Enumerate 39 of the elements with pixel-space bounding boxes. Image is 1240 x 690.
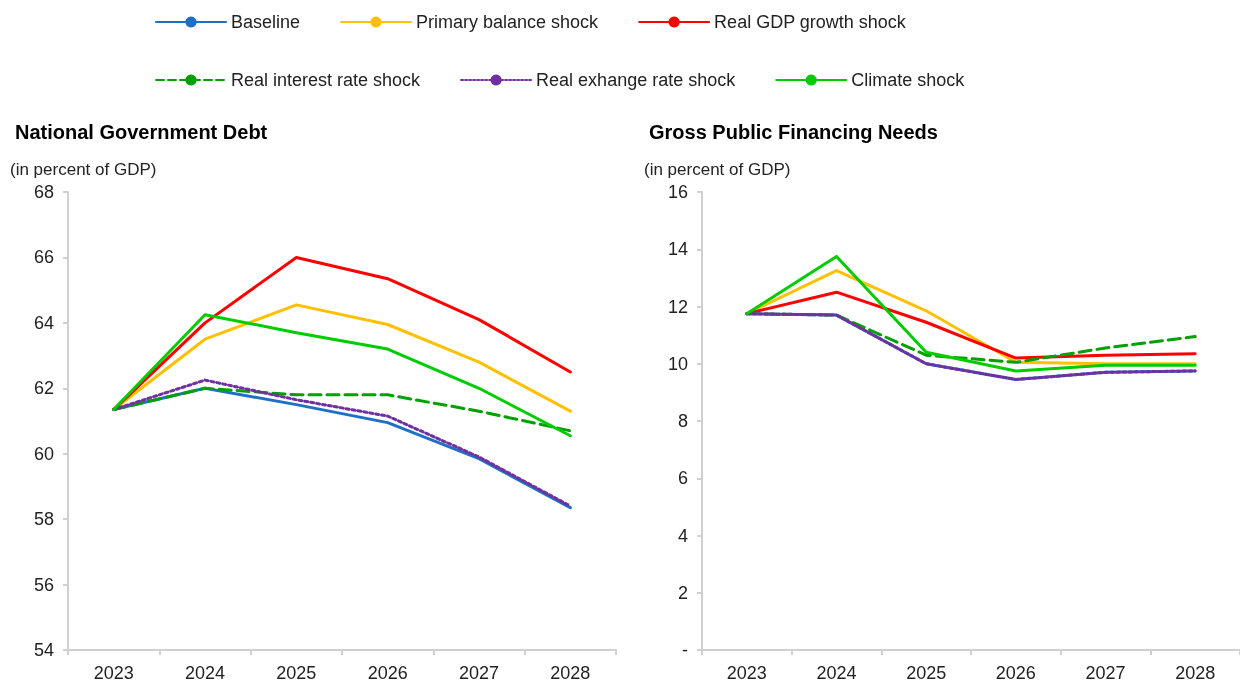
y-tick-label: 10 — [667, 353, 688, 374]
legend-label: Real GDP growth shock — [714, 12, 907, 32]
y-tick-label: 4 — [677, 525, 688, 546]
y-tick-label: - — [682, 640, 688, 660]
y-tick-label: 6 — [677, 468, 688, 489]
x-tick-label: 2026 — [995, 663, 1036, 683]
y-tick-label: 2 — [677, 582, 688, 603]
y-tick-label: 14 — [667, 239, 688, 260]
legend-label: Climate shock — [851, 70, 966, 90]
y-tick-label: 66 — [33, 247, 54, 268]
x-tick-label: 2024 — [184, 663, 226, 683]
x-tick-label: 2023 — [726, 663, 767, 683]
y-axis-title: (in percent of GDP) — [644, 160, 791, 179]
x-tick-label: 2027 — [1085, 663, 1126, 683]
x-tick-label: 2028 — [1175, 663, 1216, 683]
x-tick-label: 2027 — [458, 663, 500, 683]
y-tick-label: 62 — [33, 378, 54, 399]
x-tick-label: 2028 — [550, 663, 591, 683]
y-tick-label: 12 — [667, 296, 688, 317]
x-tick-label: 2025 — [276, 663, 317, 683]
legend-label: Real exhange rate shock — [536, 70, 737, 90]
y-tick-label: 8 — [677, 411, 688, 431]
y-tick-label: 64 — [33, 312, 54, 333]
x-tick-label: 2024 — [816, 663, 857, 683]
y-axis-title: (in percent of GDP) — [10, 160, 157, 179]
x-tick-label: 2025 — [906, 663, 947, 683]
chart-title: Gross Public Financing Needs — [649, 121, 938, 143]
x-tick-label: 2023 — [93, 663, 134, 683]
y-tick-label: 54 — [33, 640, 54, 660]
y-tick-label: 16 — [667, 182, 688, 202]
y-tick-label: 58 — [33, 509, 54, 530]
y-tick-label: 56 — [33, 574, 54, 595]
y-tick-label: 60 — [33, 443, 54, 464]
legend-label: Baseline — [231, 12, 301, 32]
legend-label: Real interest rate shock — [231, 70, 422, 90]
chart-title: National Government Debt — [15, 121, 268, 143]
legend-label: Primary balance shock — [416, 12, 600, 32]
x-tick-label: 2026 — [367, 663, 408, 683]
y-tick-label: 68 — [33, 182, 54, 202]
